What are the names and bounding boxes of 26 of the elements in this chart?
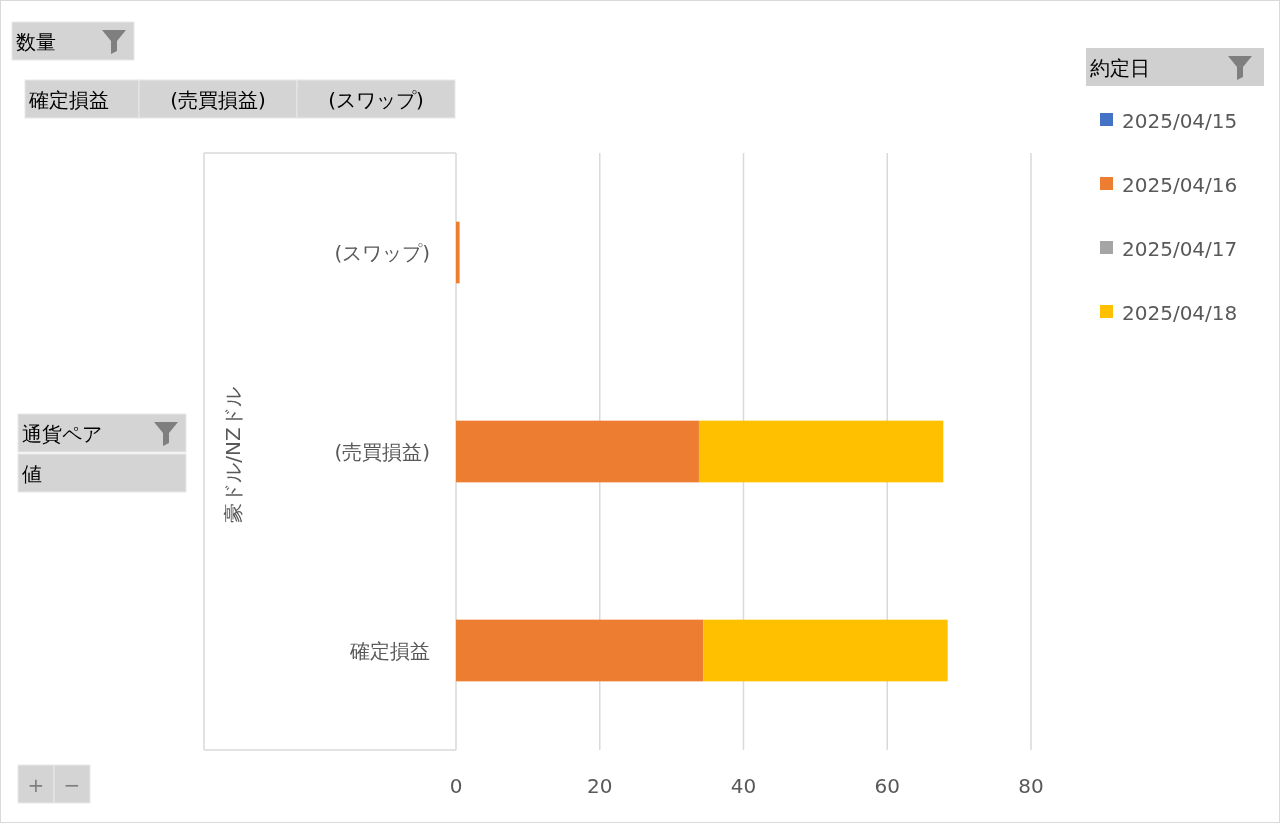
bar <box>698 420 944 483</box>
bar <box>456 221 460 284</box>
x-tick-label: 20 <box>587 774 613 798</box>
text: 確定損益 <box>28 88 109 112</box>
x-tick-label: 0 <box>449 774 463 798</box>
x-tick-label: 80 <box>1018 774 1044 798</box>
text: (売買損益) <box>170 88 266 112</box>
text: 通貨ペア <box>22 422 102 446</box>
x-tick-label: 60 <box>874 774 900 798</box>
text: 値 <box>22 462 42 486</box>
y-tick-label: (売買損益) <box>334 439 430 464</box>
text: − <box>63 773 81 797</box>
text: + <box>27 773 45 797</box>
y-tick-label: 確定損益 <box>349 638 430 663</box>
bar <box>703 619 948 682</box>
bar <box>456 420 699 483</box>
y-tick-label: (スワップ) <box>334 240 430 265</box>
legend-label: 2025/04/15 <box>1122 109 1238 133</box>
x-tick-label: 40 <box>730 774 757 798</box>
legend-label: 2025/04/18 <box>1122 301 1238 325</box>
legend-title: 約定日 <box>1090 56 1150 80</box>
bar <box>456 619 704 682</box>
y-axis-title: 豪ドル/NZドル <box>221 387 245 523</box>
legend-label: 2025/04/17 <box>1122 237 1238 261</box>
legend-label: 2025/04/16 <box>1122 173 1238 197</box>
text: 数量 <box>16 30 56 54</box>
